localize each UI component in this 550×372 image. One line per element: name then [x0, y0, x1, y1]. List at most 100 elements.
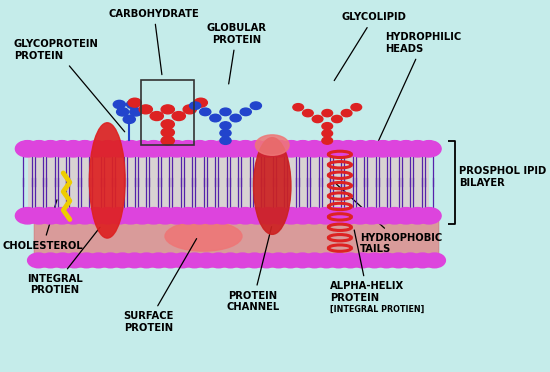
Circle shape — [161, 105, 174, 114]
Circle shape — [240, 108, 251, 116]
Circle shape — [312, 115, 323, 123]
Text: HYDROPHOBIC
TAILS: HYDROPHOBIC TAILS — [337, 184, 443, 254]
Circle shape — [130, 108, 142, 116]
Circle shape — [119, 141, 143, 157]
Text: CARBOHYDRATE: CARBOHYDRATE — [109, 9, 200, 75]
Circle shape — [100, 253, 122, 268]
Circle shape — [364, 253, 386, 268]
Circle shape — [119, 208, 143, 224]
Circle shape — [141, 208, 166, 224]
Circle shape — [322, 123, 333, 130]
Circle shape — [220, 108, 231, 116]
Circle shape — [293, 104, 304, 111]
Text: HYDROPHILIC
HEADS: HYDROPHILIC HEADS — [378, 32, 461, 142]
Circle shape — [61, 208, 85, 224]
Circle shape — [342, 109, 352, 117]
Circle shape — [73, 208, 97, 224]
Text: PROSPHOL IPID
BILAYER: PROSPHOL IPID BILAYER — [459, 166, 547, 187]
Circle shape — [348, 141, 372, 157]
Circle shape — [322, 137, 333, 144]
Circle shape — [339, 253, 361, 268]
Text: SURFACE
PROTEIN: SURFACE PROTEIN — [123, 238, 196, 333]
Text: [INTEGRAL PROTIEN]: [INTEGRAL PROTIEN] — [330, 305, 425, 314]
Circle shape — [27, 208, 51, 224]
Circle shape — [314, 141, 338, 157]
Circle shape — [325, 208, 349, 224]
Text: GLYCOLIPID: GLYCOLIPID — [334, 12, 406, 81]
Circle shape — [190, 102, 201, 109]
Circle shape — [222, 208, 246, 224]
Circle shape — [292, 253, 313, 268]
Circle shape — [245, 208, 269, 224]
Circle shape — [52, 253, 73, 268]
Circle shape — [256, 253, 277, 268]
Circle shape — [141, 141, 166, 157]
Circle shape — [351, 104, 361, 111]
Circle shape — [199, 208, 223, 224]
Ellipse shape — [254, 138, 291, 234]
Circle shape — [371, 141, 395, 157]
Circle shape — [153, 141, 177, 157]
Circle shape — [73, 141, 97, 157]
Circle shape — [424, 253, 446, 268]
Circle shape — [107, 208, 131, 224]
Circle shape — [304, 253, 326, 268]
Circle shape — [351, 253, 373, 268]
Circle shape — [360, 208, 384, 224]
Circle shape — [150, 112, 163, 121]
Text: PROTEIN
CHANNEL: PROTEIN CHANNEL — [227, 227, 279, 312]
Circle shape — [184, 253, 205, 268]
Circle shape — [337, 208, 361, 224]
Circle shape — [176, 208, 200, 224]
Text: INTEGRAL
PROTIEN: INTEGRAL PROTIEN — [27, 227, 100, 295]
Circle shape — [417, 141, 441, 157]
Circle shape — [172, 112, 185, 121]
Circle shape — [222, 141, 246, 157]
Circle shape — [39, 141, 63, 157]
Circle shape — [394, 208, 418, 224]
Circle shape — [50, 208, 74, 224]
Circle shape — [245, 141, 269, 157]
Circle shape — [232, 253, 254, 268]
Circle shape — [219, 253, 241, 268]
Circle shape — [183, 105, 196, 114]
Circle shape — [130, 208, 155, 224]
Ellipse shape — [89, 123, 125, 238]
Circle shape — [220, 137, 231, 144]
Circle shape — [87, 253, 109, 268]
Circle shape — [84, 141, 108, 157]
Circle shape — [405, 208, 430, 224]
Circle shape — [314, 208, 338, 224]
Circle shape — [107, 141, 131, 157]
Circle shape — [316, 253, 337, 268]
Circle shape — [40, 253, 62, 268]
Circle shape — [160, 253, 182, 268]
Circle shape — [15, 141, 40, 157]
Circle shape — [196, 253, 217, 268]
Circle shape — [64, 253, 85, 268]
Ellipse shape — [255, 135, 289, 155]
Circle shape — [28, 253, 50, 268]
Circle shape — [256, 208, 280, 224]
Circle shape — [211, 208, 235, 224]
Text: GLYCOPROTEIN
PROTEIN: GLYCOPROTEIN PROTEIN — [14, 39, 125, 132]
Circle shape — [302, 109, 313, 117]
Circle shape — [128, 98, 141, 107]
Circle shape — [113, 100, 125, 109]
Circle shape — [147, 253, 169, 268]
Circle shape — [337, 141, 361, 157]
Circle shape — [61, 141, 85, 157]
Circle shape — [233, 141, 257, 157]
Circle shape — [291, 208, 315, 224]
Circle shape — [172, 253, 194, 268]
Circle shape — [388, 253, 409, 268]
Circle shape — [194, 98, 207, 107]
Circle shape — [417, 208, 441, 224]
Circle shape — [136, 253, 157, 268]
Circle shape — [117, 108, 129, 116]
Circle shape — [210, 114, 221, 122]
Circle shape — [124, 253, 145, 268]
Circle shape — [328, 253, 349, 268]
Circle shape — [325, 141, 349, 157]
Circle shape — [164, 208, 189, 224]
